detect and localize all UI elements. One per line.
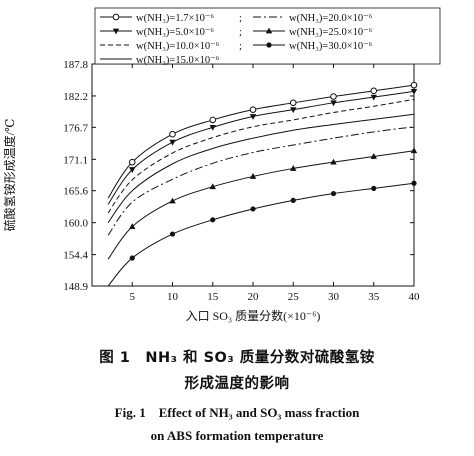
x-axis-label: 入口 SO₃ 质量分数(×10⁻⁶) xyxy=(186,308,321,323)
y-tick-label: 165.6 xyxy=(63,186,88,198)
x-tick-label: 40 xyxy=(409,291,421,303)
legend-label: w(NH₃)=1.7×10⁻⁶ xyxy=(136,13,214,24)
data-point xyxy=(169,130,176,138)
legend-label: w(NH₃)=10.0×10⁻⁶ xyxy=(136,41,220,52)
data-point xyxy=(370,87,378,95)
legend-label: w(NH₃)=30.0×10⁻⁶ xyxy=(289,41,373,52)
series-3 xyxy=(107,88,418,205)
series-line xyxy=(107,150,415,260)
series-line xyxy=(107,182,415,287)
figure-caption-cn-line2: 形成温度的影响 xyxy=(184,376,290,392)
series-1 xyxy=(107,81,418,199)
data-point xyxy=(209,183,216,190)
data-point xyxy=(169,231,176,237)
x-tick-label: 35 xyxy=(368,291,380,303)
x-tick-label: 10 xyxy=(167,291,179,303)
x-tick-label: 30 xyxy=(328,291,340,303)
data-point xyxy=(249,173,257,179)
data-point xyxy=(410,147,418,154)
x-tick-label: 15 xyxy=(207,291,219,303)
legend-label: w(NH₃)=5.0×10⁻⁶ xyxy=(136,27,214,38)
data-point xyxy=(129,167,136,173)
series-line xyxy=(107,84,415,199)
y-tick-label: 148.9 xyxy=(63,281,88,293)
data-point xyxy=(330,93,337,100)
data-point xyxy=(129,255,135,261)
x-tick-label: 20 xyxy=(248,291,260,303)
chart: 5 10 15 20 25 30 35 40 148.9 154.4 160.0 165.6 171.1… xyxy=(2,7,441,323)
figure-caption-cn-line1: 图 1 NH₃ 和 SO₃ 质量分数对硫酸氢铵 xyxy=(99,350,375,366)
data-point xyxy=(290,197,296,203)
series-6 xyxy=(107,180,417,287)
series-4 xyxy=(107,147,418,260)
data-point xyxy=(169,139,176,146)
x-tick-label: 5 xyxy=(130,291,136,303)
data-point xyxy=(410,81,418,89)
series-5 xyxy=(107,98,415,214)
y-tick-label: 171.1 xyxy=(63,154,88,166)
legend-label: w(NH₃)=25.0×10⁻⁶ xyxy=(289,27,373,38)
data-point xyxy=(169,197,176,204)
data-point xyxy=(371,185,377,192)
legend-box xyxy=(94,7,441,65)
y-tick-label: 187.8 xyxy=(63,59,88,71)
data-point xyxy=(209,116,217,124)
figure-caption-en-line2: on ABS formation temperature xyxy=(150,428,324,443)
data-point xyxy=(249,114,257,120)
data-point xyxy=(330,190,337,197)
data-point xyxy=(290,165,297,171)
series-line xyxy=(107,113,415,223)
data-point xyxy=(330,100,337,107)
data-point xyxy=(128,158,136,166)
figure-caption-en-line1: Fig. 1 Effect of NH₃ and SO₃ mass fracti… xyxy=(114,405,360,420)
data-point xyxy=(249,106,257,113)
data-point xyxy=(289,99,297,107)
y-tick-label: 182.2 xyxy=(63,91,88,103)
data-point xyxy=(411,180,417,186)
data-point xyxy=(250,206,256,212)
data-point xyxy=(129,223,136,230)
series-2 xyxy=(107,126,415,236)
data-point xyxy=(330,158,337,165)
legend-marker xyxy=(112,28,120,35)
legend-separator: ; xyxy=(239,13,242,24)
y-axis-label: 硫酸氢铵形成温度/℃ xyxy=(2,119,17,232)
legend-marker xyxy=(112,13,120,21)
legend-label: w(NH₃)=15.0×10⁻⁶ xyxy=(136,55,220,66)
plot-area: 5 10 15 20 25 30 35 40 148.9 154.4 160.0 165.6 171.1… xyxy=(63,59,420,303)
data-point xyxy=(370,153,377,159)
legend-label: w(NH₃)=20.0×10⁻⁶ xyxy=(289,13,373,24)
data-point xyxy=(209,124,216,131)
series-7 xyxy=(107,113,415,223)
data-point xyxy=(290,107,297,114)
data-point xyxy=(410,88,418,95)
legend: w(NH₃)=1.7×10⁻⁶; w(NH₃)=20.0×10⁻⁶ w(NH₃)=5… xyxy=(94,7,441,66)
legend-marker xyxy=(266,42,272,48)
legend-marker xyxy=(265,27,273,34)
legend-separator: ; xyxy=(239,27,242,38)
y-tick-label: 176.7 xyxy=(63,122,88,134)
x-tick-label: 25 xyxy=(288,291,300,303)
y-tick-label: 160.0 xyxy=(63,218,88,230)
series-line xyxy=(107,126,415,236)
y-tick-label: 154.4 xyxy=(63,250,88,262)
series-line xyxy=(107,98,415,214)
data-point xyxy=(210,217,216,223)
legend-separator: ; xyxy=(239,41,242,52)
data-point xyxy=(370,94,377,101)
